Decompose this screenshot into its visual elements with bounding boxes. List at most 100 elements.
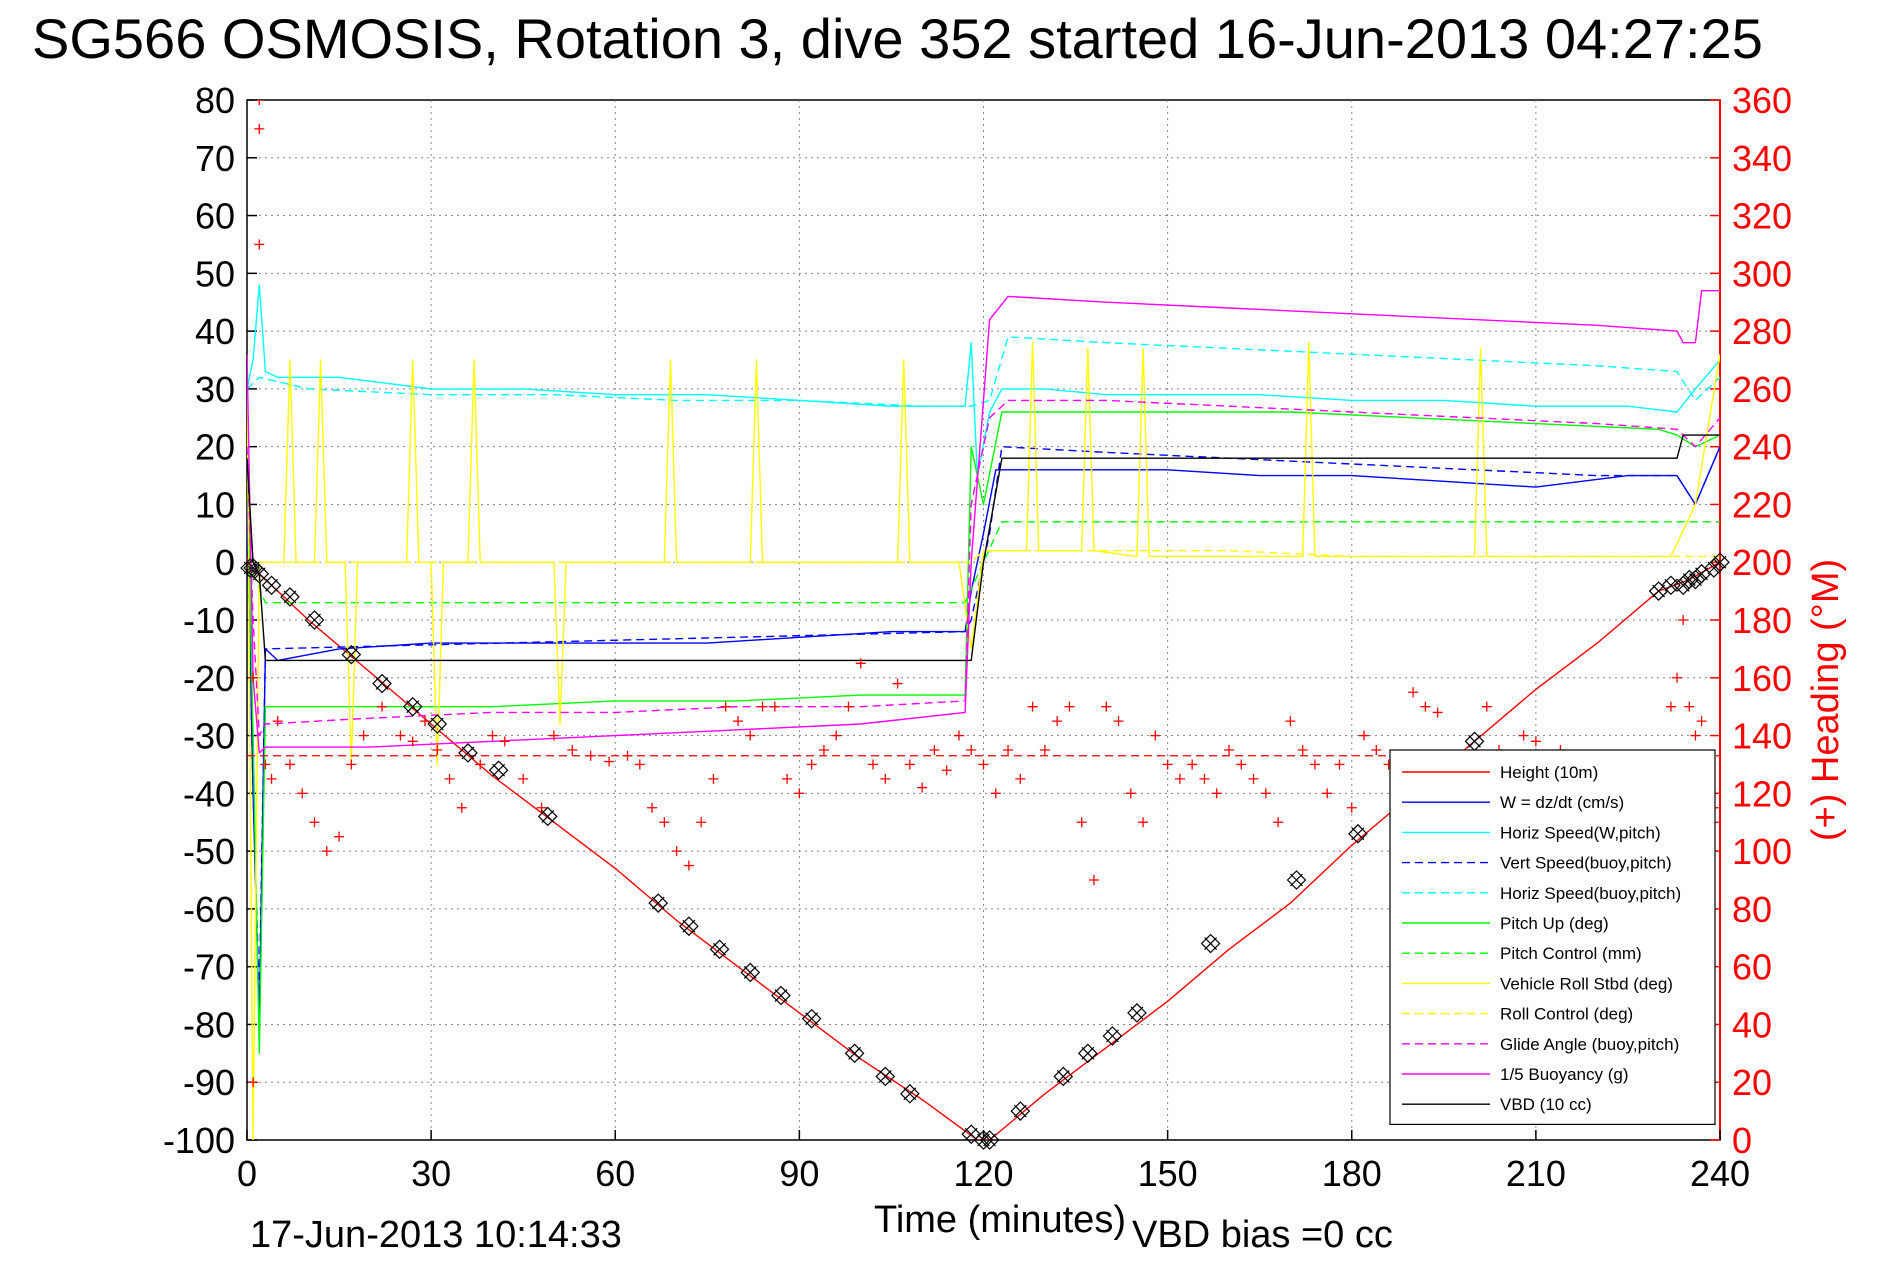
dive-marker xyxy=(801,1008,822,1029)
heading-marker xyxy=(444,773,455,784)
x-tick-label: 180 xyxy=(1322,1153,1382,1194)
heading-marker xyxy=(548,730,559,741)
x-tick-label: 60 xyxy=(595,1153,635,1194)
heading-marker xyxy=(1150,730,1161,741)
dive-profile-markers xyxy=(240,552,1730,1150)
heading-marker xyxy=(831,730,842,741)
x-axis: 0 30 60 90 120 150 180 210 240 xyxy=(237,1130,1750,1194)
heading-marker xyxy=(395,730,406,741)
heading-marker xyxy=(407,736,418,747)
series-line-9 xyxy=(247,399,1720,737)
heading-marker xyxy=(782,773,793,784)
heading-marker xyxy=(1199,773,1210,784)
y-tick-label: -60 xyxy=(183,889,235,930)
heading-marker xyxy=(1039,745,1050,755)
legend-entry: VBD (10 cc) xyxy=(1500,1095,1592,1114)
heading-marker xyxy=(272,716,283,727)
y-right-tick-label: 180 xyxy=(1732,600,1792,641)
dive-marker xyxy=(537,806,558,827)
heading-marker xyxy=(683,860,694,871)
y-tick-label: -90 xyxy=(183,1062,235,1103)
y-right-tick-label: 200 xyxy=(1732,542,1792,583)
heading-marker xyxy=(1481,701,1492,712)
y-right-tick-label: 160 xyxy=(1732,658,1792,699)
y-tick-label: -70 xyxy=(183,947,235,988)
heading-marker xyxy=(671,846,682,857)
heading-marker xyxy=(1015,773,1026,784)
legend-entry: Vehicle Roll Stbd (deg) xyxy=(1500,974,1673,993)
legend-entry: Horiz Speed(W,pitch) xyxy=(1500,823,1661,842)
dive-marker xyxy=(280,587,300,607)
heading-marker xyxy=(1101,701,1112,712)
heading-marker xyxy=(1297,745,1308,755)
legend-entry: Height (10m) xyxy=(1500,763,1598,782)
dive-marker xyxy=(372,673,392,694)
heading-marker xyxy=(806,759,817,770)
dive-marker xyxy=(249,563,270,584)
dive-marker xyxy=(427,714,448,734)
series-line-3 xyxy=(247,446,1720,997)
y-right-tick-label: 140 xyxy=(1732,716,1792,757)
heading-marker xyxy=(745,730,756,741)
heading-marker xyxy=(1224,745,1234,755)
y-right-tick-label: 260 xyxy=(1732,369,1792,410)
heading-marker xyxy=(659,817,670,828)
dive-marker xyxy=(1200,933,1221,954)
heading-marker xyxy=(843,701,854,712)
heading-marker xyxy=(248,672,259,683)
heading-marker xyxy=(456,802,467,813)
dive-marker xyxy=(709,939,730,960)
heading-marker xyxy=(794,788,805,799)
y-tick-label: -10 xyxy=(183,600,235,641)
heading-marker xyxy=(567,745,578,755)
dive-marker xyxy=(402,696,423,717)
heading-marker xyxy=(1187,759,1198,770)
dive-marker xyxy=(979,1130,1000,1150)
heading-marker xyxy=(1285,716,1296,727)
heading-marker xyxy=(604,756,615,767)
heading-marker xyxy=(1678,615,1689,625)
y-right-tick-label: 360 xyxy=(1732,80,1792,121)
heading-marker xyxy=(1715,817,1720,828)
heading-marker xyxy=(1162,759,1173,770)
legend-entry: Roll Control (deg) xyxy=(1500,1005,1633,1024)
y-right-tick-label: 280 xyxy=(1732,311,1792,352)
y-right-tick-label: 120 xyxy=(1732,773,1792,814)
heading-marker xyxy=(647,802,658,813)
legend-box xyxy=(1389,749,1716,1125)
footer-vbd-bias: VBD bias =0 cc xyxy=(1132,1214,1393,1256)
heading-marker xyxy=(941,765,952,776)
y-right-tick-label: 0 xyxy=(1732,1120,1752,1161)
heading-marker xyxy=(1260,788,1271,799)
heading-marker xyxy=(1420,701,1431,712)
footer-timestamp: 17-Jun-2013 10:14:33 xyxy=(250,1214,622,1256)
dive-marker xyxy=(973,1130,994,1150)
heading-marker xyxy=(297,788,308,799)
heading-marker xyxy=(929,745,940,755)
heading-marker xyxy=(1696,716,1707,727)
heading-marker xyxy=(1236,759,1247,770)
heading-marker xyxy=(904,759,915,770)
heading-marker xyxy=(487,730,498,741)
heading-marker xyxy=(1530,736,1541,747)
heading-marker xyxy=(1088,875,1099,885)
x-tick-label: 0 xyxy=(237,1153,257,1194)
y-axis-right-label: (+) Heading (°M) xyxy=(1805,559,1847,841)
x-tick-label: 90 xyxy=(779,1153,819,1194)
x-tick-label: 120 xyxy=(953,1153,1013,1194)
heading-marker xyxy=(880,773,891,784)
y-tick-label: 0 xyxy=(215,542,235,583)
y-tick-label: 10 xyxy=(195,484,235,525)
heading-marker xyxy=(1125,788,1136,799)
heading-marker xyxy=(499,736,510,747)
y-tick-label: -50 xyxy=(183,831,235,872)
heading-marker xyxy=(1408,687,1419,698)
x-tick-label: 210 xyxy=(1506,1153,1566,1194)
heading-marker xyxy=(1003,745,1014,755)
heading-marker xyxy=(953,730,964,741)
legend-entry: Glide Angle (buoy,pitch) xyxy=(1500,1035,1679,1054)
dive-marker xyxy=(240,558,260,578)
dive-marker xyxy=(1127,1003,1147,1023)
dive-marker xyxy=(488,760,509,781)
dive-marker xyxy=(740,962,761,983)
